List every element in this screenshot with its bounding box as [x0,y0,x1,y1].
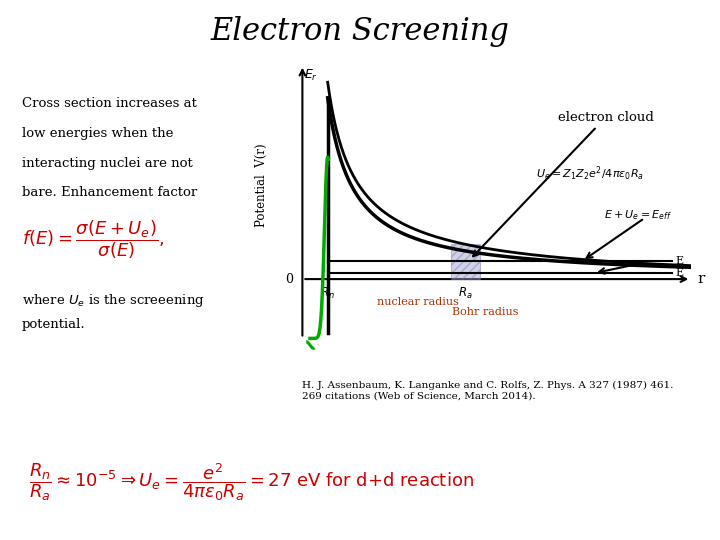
Text: bare. Enhancement factor: bare. Enhancement factor [22,186,197,199]
Text: Electron Screening: Electron Screening [210,16,510,47]
Text: Cross section increases at: Cross section increases at [22,97,197,110]
Text: E: E [675,256,684,266]
Text: low energies when the: low energies when the [22,127,173,140]
Text: 0: 0 [284,273,292,286]
Text: Bohr radius: Bohr radius [452,307,518,317]
Text: r: r [697,272,704,286]
Text: $R_a$: $R_a$ [459,286,473,301]
Text: $E + U_e = E_{eff}$: $E + U_e = E_{eff}$ [604,208,672,222]
Text: $R_n$: $R_n$ [320,286,335,301]
Text: E: E [675,268,684,278]
Text: interacting nuclei are not: interacting nuclei are not [22,157,192,170]
Text: where $U_e$ is the screeening: where $U_e$ is the screeening [22,292,204,308]
Text: Potential  V(r): Potential V(r) [255,143,268,227]
Text: potential.: potential. [22,318,85,330]
Text: $U_e=Z_1Z_2e^2/4\pi\varepsilon_0R_a$: $U_e=Z_1Z_2e^2/4\pi\varepsilon_0R_a$ [536,164,644,183]
Text: $E_r$: $E_r$ [305,68,318,83]
Text: H. J. Assenbaum, K. Langanke and C. Rolfs, Z. Phys. A 327 (1987) 461.
269 citati: H. J. Assenbaum, K. Langanke and C. Rolf… [302,381,674,400]
Text: $f(E) = \dfrac{\sigma(E+U_e)}{\sigma(E)},$: $f(E) = \dfrac{\sigma(E+U_e)}{\sigma(E)}… [22,219,164,261]
Bar [451,244,480,279]
Text: electron cloud: electron cloud [473,111,654,256]
Text: nuclear radius: nuclear radius [377,297,459,307]
Text: $\dfrac{R_n}{R_a} \approx 10^{-5} \Rightarrow U_e = \dfrac{e^2}{4\pi\varepsilon_: $\dfrac{R_n}{R_a} \approx 10^{-5} \Right… [29,462,474,503]
